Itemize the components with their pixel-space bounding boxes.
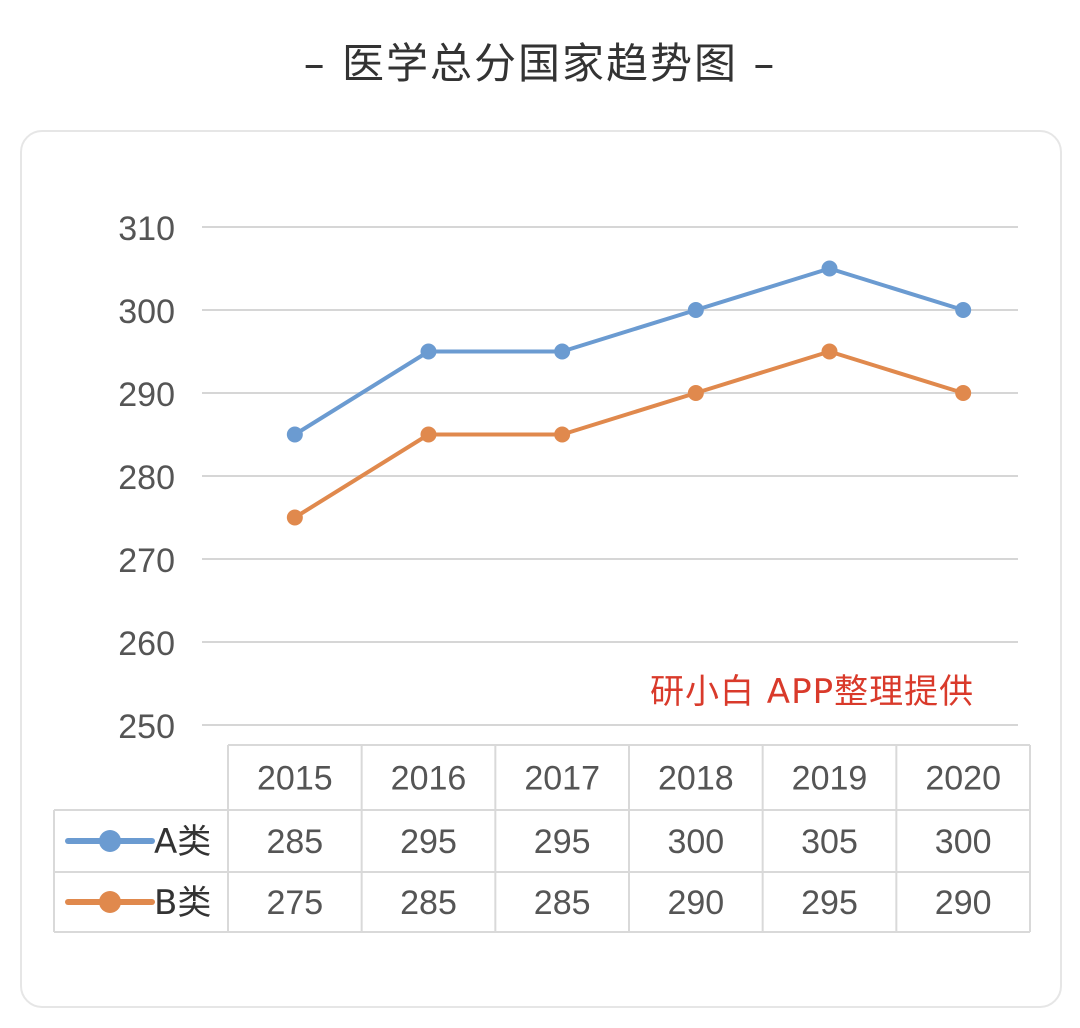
- y-tick-label: 300: [118, 293, 175, 331]
- table-cell-value: 295: [801, 884, 858, 922]
- data-point-b: [955, 385, 972, 401]
- table-cell-value: 295: [534, 823, 591, 861]
- table-header-year: 2015: [257, 760, 333, 798]
- y-tick-label: 290: [118, 376, 175, 414]
- data-point-a: [286, 426, 303, 443]
- data-point-b: [420, 426, 437, 443]
- table-cell-value: 305: [801, 823, 858, 861]
- title-text: 医学总分国家趋势图: [341, 39, 738, 88]
- table-header-year: 2019: [792, 760, 868, 798]
- table-cell-value: 285: [266, 823, 323, 861]
- y-tick-label: 310: [118, 210, 175, 248]
- data-point-a: [821, 260, 838, 277]
- table-header-year: 2016: [391, 760, 467, 798]
- series-line-b: [293, 349, 964, 520]
- table-cell-value: 285: [534, 884, 591, 922]
- table-header-year: 2020: [925, 760, 1001, 798]
- table-cell-value: 290: [667, 884, 724, 922]
- y-tick-label: 280: [118, 459, 175, 497]
- table-cell-value: 300: [935, 823, 992, 861]
- chart-title: – 医学总分国家趋势图 –: [0, 30, 1080, 91]
- watermark-text: 研小白 APP整理提供: [650, 672, 975, 712]
- series-line-a: [293, 266, 964, 437]
- legend-label: B类: [154, 883, 211, 923]
- legend-marker-b: [99, 891, 121, 913]
- title-dash-right: –: [753, 39, 777, 88]
- table-header-year: 2018: [658, 760, 734, 798]
- table-header-year: 2017: [524, 760, 600, 798]
- data-point-b: [687, 385, 704, 401]
- data-point-a: [687, 302, 704, 318]
- data-point-b: [821, 343, 838, 360]
- data-point-b: [286, 509, 303, 526]
- table-cell-value: 290: [935, 884, 992, 922]
- data-point-a: [955, 302, 972, 318]
- table-cell-value: 295: [400, 823, 457, 861]
- y-tick-label: 260: [118, 625, 175, 663]
- legend-marker-a: [99, 830, 121, 852]
- data-point-a: [554, 343, 571, 360]
- data-point-b: [554, 426, 571, 443]
- title-dash-left: –: [303, 39, 327, 88]
- table-cell-value: 285: [400, 884, 457, 922]
- table-cell-value: 300: [667, 823, 724, 861]
- table-cell-value: 275: [266, 884, 323, 922]
- data-point-a: [420, 343, 437, 360]
- chart-card: [20, 130, 1062, 1008]
- y-tick-label: 270: [118, 542, 175, 580]
- y-tick-label: 250: [118, 708, 175, 746]
- legend-label: A类: [154, 822, 211, 862]
